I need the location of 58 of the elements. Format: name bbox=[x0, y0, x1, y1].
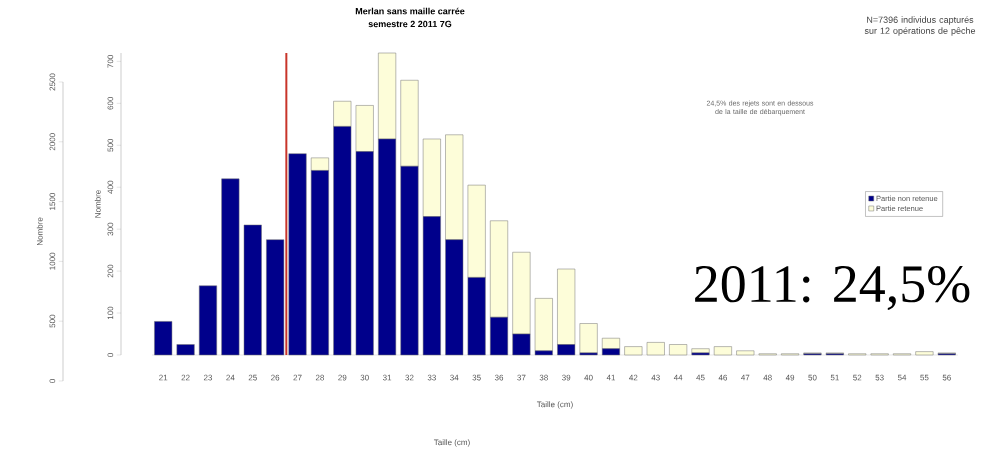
x-tick-label: 55 bbox=[920, 374, 929, 381]
y2-axis-title: Nombre bbox=[36, 217, 43, 246]
y-tick-label: 500 bbox=[107, 138, 114, 152]
x-tick-label: 35 bbox=[472, 374, 481, 381]
x-tick-label: 33 bbox=[427, 374, 436, 381]
x-tick-label: 28 bbox=[315, 374, 325, 381]
y-tick-label: 400 bbox=[107, 180, 114, 194]
text: N=7396 individus capturés sur 12 opérations de pêche bbox=[864, 16, 976, 36]
x-tick-label: 29 bbox=[338, 374, 347, 381]
y-tick-label: 100 bbox=[107, 306, 114, 320]
x-tick-label: 46 bbox=[718, 374, 727, 381]
x-tick-label: 47 bbox=[741, 374, 750, 381]
y-tick-label: 0 bbox=[107, 353, 114, 357]
y2-tick-label: 500 bbox=[49, 314, 56, 328]
annotation: 2011: 24,5% bbox=[695, 265, 970, 311]
x-tick-label: 49 bbox=[785, 374, 795, 381]
x-tick-label: 54 bbox=[897, 374, 907, 381]
y2-tick-label: 1000 bbox=[49, 252, 56, 270]
y2-tick-label: 2500 bbox=[49, 73, 56, 91]
x-axis-title: Taille (cm) bbox=[536, 401, 573, 409]
x-tick-label: 42 bbox=[629, 374, 638, 381]
x-tick-label: 40 bbox=[584, 374, 593, 381]
x-tick-label: 36 bbox=[494, 374, 504, 381]
x-tick-label: 41 bbox=[606, 374, 616, 381]
x-tick-label: 56 bbox=[942, 374, 951, 381]
y-tick-label: 300 bbox=[107, 222, 114, 236]
x-tick-label: 44 bbox=[673, 374, 683, 381]
x-tick-label: 43 bbox=[651, 374, 660, 381]
chart-title: Merlan sans maille carrée bbox=[355, 7, 465, 15]
x-tick-label: 32 bbox=[405, 374, 414, 381]
x-tick-label: 21 bbox=[159, 374, 168, 381]
y2-tick-label: 2000 bbox=[49, 133, 56, 151]
x-tick-label: 30 bbox=[360, 374, 369, 381]
x-tick-label: 34 bbox=[450, 374, 459, 381]
y2-tick-label: 0 bbox=[49, 379, 56, 383]
y-tick-label: 600 bbox=[107, 96, 114, 110]
y2-tick-label: 1500 bbox=[49, 193, 56, 210]
x-tick-label: 31 bbox=[382, 374, 392, 381]
x-tick-label: 45 bbox=[696, 374, 705, 381]
x-tick-label: 52 bbox=[853, 374, 862, 381]
x-tick-label: 25 bbox=[248, 374, 257, 381]
x-tick-label: 24 bbox=[226, 374, 235, 381]
x-tick-label: 50 bbox=[808, 374, 817, 381]
x-tick-label: 27 bbox=[293, 374, 302, 381]
x-tick-label: 39 bbox=[562, 374, 571, 381]
chart-subtitle: semestre 2 2011 7G bbox=[368, 20, 452, 28]
x-tick-label: 26 bbox=[271, 374, 280, 381]
y-tick-label: 700 bbox=[107, 55, 114, 68]
y-tick-label: 200 bbox=[107, 264, 114, 278]
x-tick-label: 51 bbox=[830, 374, 839, 381]
y-axis-title: Nombre bbox=[94, 190, 101, 218]
text: Taille (cm) bbox=[433, 439, 470, 447]
x-tick-label: 38 bbox=[539, 374, 548, 381]
x-tick-label: 53 bbox=[875, 374, 884, 381]
x-tick-label: 37 bbox=[517, 374, 526, 381]
x-tick-label: 22 bbox=[181, 374, 190, 381]
x-tick-label: 48 bbox=[763, 374, 772, 381]
x-tick-label: 23 bbox=[203, 374, 213, 381]
